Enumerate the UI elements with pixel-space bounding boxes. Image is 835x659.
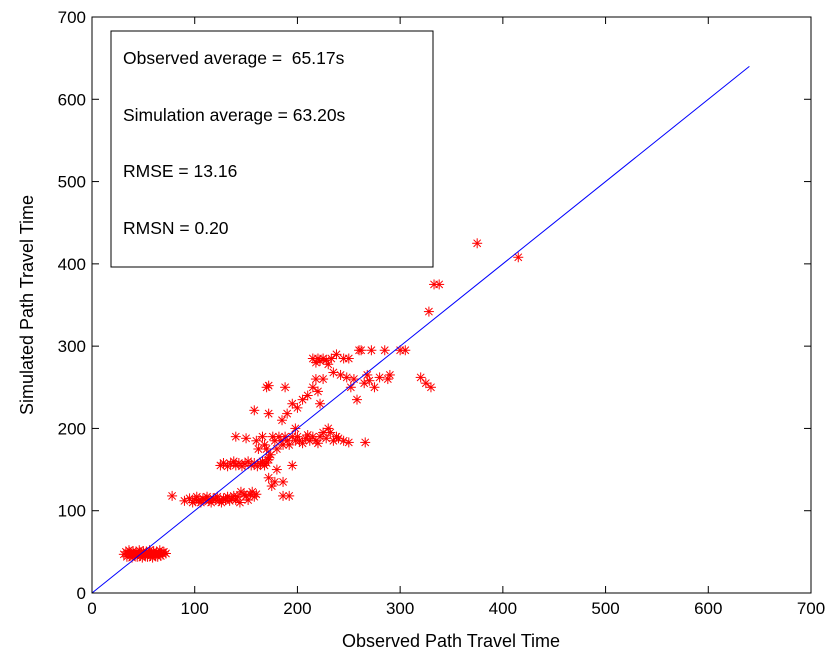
data-point <box>259 439 270 450</box>
data-point <box>282 408 293 419</box>
data-point <box>241 490 252 501</box>
data-point <box>352 394 363 405</box>
data-point <box>278 476 289 487</box>
data-point <box>326 353 337 364</box>
y-tick-label: 200 <box>58 419 86 438</box>
data-point <box>280 382 291 393</box>
data-point <box>307 382 318 393</box>
data-point <box>292 402 303 413</box>
data-point <box>251 435 262 446</box>
data-point <box>297 394 308 405</box>
y-tick-label: 700 <box>58 8 86 27</box>
data-point <box>251 489 262 500</box>
data-point <box>328 367 339 378</box>
points-layer <box>118 238 524 563</box>
data-point <box>400 345 411 356</box>
data-point <box>369 382 380 393</box>
data-point <box>312 386 323 397</box>
annotation-simulation-average: Simulation average = 63.20s <box>123 105 346 125</box>
data-point <box>257 431 268 442</box>
data-point <box>230 431 241 442</box>
x-axis-title: Observed Path Travel Time <box>342 631 560 651</box>
y-tick-label: 300 <box>58 337 86 356</box>
x-tick-label: 400 <box>489 599 517 618</box>
data-point <box>290 423 301 434</box>
data-point <box>315 398 326 409</box>
data-point <box>184 493 195 504</box>
y-tick-label: 500 <box>58 173 86 192</box>
x-tick-label: 300 <box>386 599 414 618</box>
data-point <box>345 382 356 393</box>
y-tick-label: 600 <box>58 90 86 109</box>
data-point <box>321 433 332 444</box>
data-point <box>234 497 245 508</box>
data-point <box>263 380 274 391</box>
data-point <box>284 439 295 450</box>
data-point <box>341 372 352 383</box>
data-point <box>331 349 342 360</box>
ticks-layer: 0 100 200 300 400 500 600 700 0 100 200 300 400 500 60… <box>58 8 826 618</box>
reference-line <box>91 65 750 594</box>
data-point <box>325 427 336 438</box>
x-tick-label: 600 <box>694 599 722 618</box>
data-point <box>312 438 323 449</box>
data-point <box>360 437 371 448</box>
data-point <box>167 490 178 501</box>
data-point <box>266 481 277 492</box>
x-tick-label: 700 <box>797 599 825 618</box>
data-point <box>364 375 375 386</box>
data-point <box>160 548 171 559</box>
data-point <box>218 457 229 468</box>
data-point <box>257 456 268 467</box>
data-point <box>343 353 354 364</box>
x-tick-label: 0 <box>87 599 96 618</box>
data-point <box>323 423 334 434</box>
data-point <box>284 490 295 501</box>
data-point <box>277 415 288 426</box>
data-point <box>278 490 289 501</box>
data-point <box>382 374 393 385</box>
data-point <box>356 345 367 356</box>
y-tick-label: 0 <box>77 584 86 603</box>
data-point <box>379 345 390 356</box>
data-point <box>249 405 260 416</box>
data-point <box>271 464 282 475</box>
data-point <box>343 437 354 448</box>
x-tick-label: 100 <box>181 599 209 618</box>
y-tick-label: 100 <box>58 502 86 521</box>
data-point <box>318 374 329 385</box>
data-point <box>261 444 272 454</box>
data-point <box>472 238 483 249</box>
data-point <box>292 431 303 442</box>
data-point <box>366 345 377 356</box>
annotation-rmse: RMSE = 13.16 <box>123 161 237 181</box>
data-point <box>287 398 298 409</box>
data-point <box>434 279 445 290</box>
data-point <box>304 435 315 446</box>
data-point <box>423 306 434 317</box>
data-point <box>241 433 252 444</box>
x-tick-label: 200 <box>283 599 311 618</box>
x-tick-label: 500 <box>591 599 619 618</box>
plot-frame <box>91 16 812 594</box>
data-point <box>287 460 298 471</box>
data-point <box>374 372 385 383</box>
annotation-observed-average: Observed average = 65.17s <box>123 48 345 68</box>
data-point <box>513 252 524 263</box>
y-tick-label: 400 <box>58 255 86 274</box>
data-point <box>307 431 318 442</box>
data-point <box>425 382 436 393</box>
data-point <box>263 408 274 419</box>
data-point <box>384 369 395 380</box>
annotation-frame <box>110 30 434 268</box>
annotation-box: Observed average = 65.17s Simulation ave… <box>110 30 434 268</box>
annotation-rmsn: RMSN = 0.20 <box>123 218 229 238</box>
data-point <box>302 390 313 401</box>
data-point <box>310 357 321 368</box>
data-point <box>263 472 274 483</box>
y-axis-title: Simulated Path Travel Time <box>17 195 37 415</box>
data-point <box>420 378 431 389</box>
